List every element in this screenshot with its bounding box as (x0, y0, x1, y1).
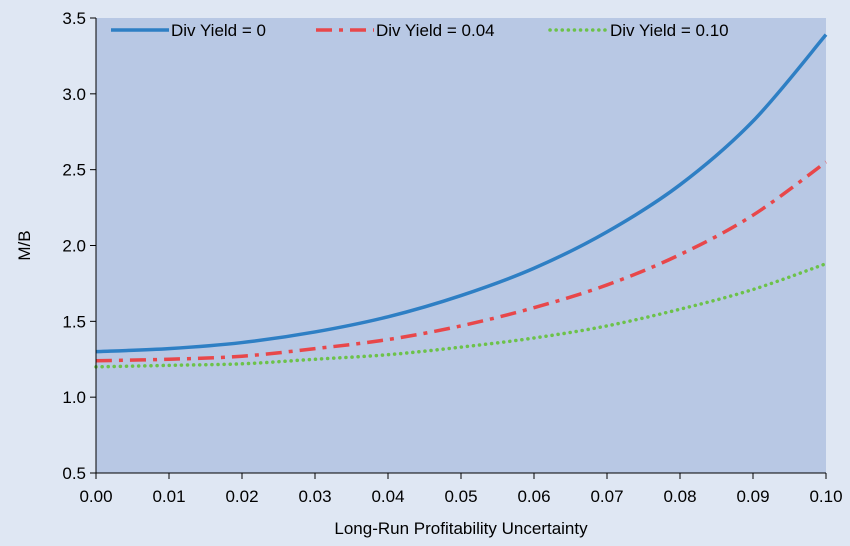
legend-label-3: Div Yield = 0.10 (610, 21, 729, 40)
legend: Div Yield = 0 Div Yield = 0.04 Div Yield =… (111, 21, 729, 40)
y-tick-label: 3.0 (62, 85, 86, 104)
series-line-3 (94, 261, 828, 369)
legend-label-1: Div Yield = 0 (171, 21, 266, 40)
y-axis-label: M/B (15, 230, 34, 260)
x-tick-label: 0.05 (444, 487, 477, 506)
y-tick-label: 1.5 (62, 312, 86, 331)
x-tick-label: 0.06 (517, 487, 550, 506)
x-tick-label: 0.07 (590, 487, 623, 506)
ticks-layer: 0.00 0.01 0.02 0.03 0.04 0.05 0.06 0.07 0.08 0.09… (62, 9, 842, 506)
x-tick-label: 0.02 (225, 487, 258, 506)
plot-area (96, 18, 826, 473)
series-line-2 (95, 160, 828, 363)
y-tick-label: 0.5 (62, 464, 86, 483)
series-line-1 (95, 33, 828, 354)
x-tick-label: 0.08 (663, 487, 696, 506)
x-tick-label: 0.10 (809, 487, 842, 506)
x-tick-label: 0.01 (152, 487, 185, 506)
x-tick-label: 0.00 (79, 487, 112, 506)
series-layer (94, 33, 828, 369)
x-tick-label: 0.09 (736, 487, 769, 506)
legend-label-2: Div Yield = 0.04 (376, 21, 495, 40)
x-tick-label: 0.04 (371, 487, 404, 506)
y-tick-label: 2.5 (62, 161, 86, 180)
y-tick-label: 1.0 (62, 388, 86, 407)
y-tick-label: 3.5 (62, 9, 86, 28)
x-axis-label: Long-Run Profitability Uncertainty (334, 519, 588, 538)
y-tick-label: 2.0 (62, 237, 86, 256)
x-tick-label: 0.03 (298, 487, 331, 506)
